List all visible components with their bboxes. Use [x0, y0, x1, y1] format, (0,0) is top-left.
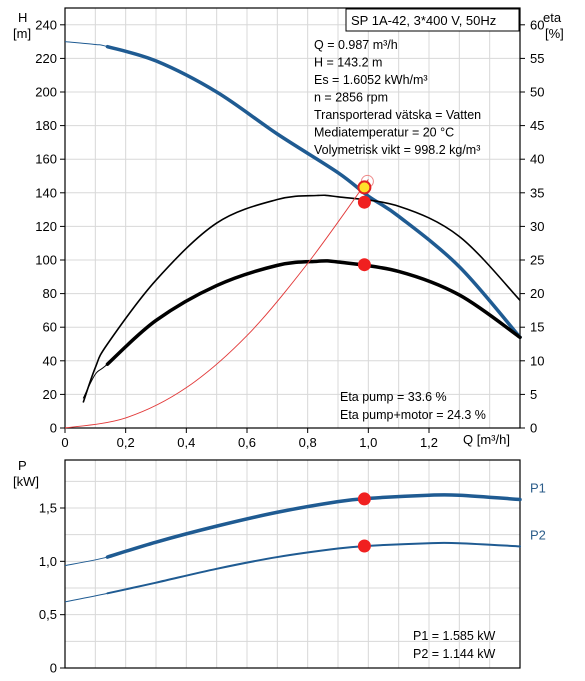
top-points: [357, 174, 374, 272]
top-series: [64, 41, 522, 429]
top-x-tick-label: 0: [61, 435, 68, 450]
top-info-block: Q = 0.987 m³/h H = 143.2 m Es = 1.6052 kWh…: [314, 38, 481, 157]
p2-curve-full: [64, 542, 521, 603]
title-box: [345, 8, 520, 32]
top-y-tick-label: 140: [35, 185, 57, 200]
top-x-tick-label: 0,4: [177, 435, 195, 450]
info-line: Transporterad vätska = Vatten: [314, 108, 481, 122]
eta-info-line: Eta pump = 33.6 %: [340, 390, 447, 404]
chart-title: SP 1A-42, 3*400 V, 50Hz: [351, 13, 496, 28]
top-y-tick-label: 0: [50, 421, 57, 436]
top-y-axis-unit: [m]: [13, 26, 31, 41]
top-y2-tick-label: 30: [530, 219, 544, 234]
top-x-tick-label: 1,0: [359, 435, 377, 450]
top-y-tick-label: 180: [35, 118, 57, 133]
top-x-tick-label: 1,2: [420, 435, 438, 450]
eta-info-block: Eta pump = 33.6 % Eta pump+motor = 24.3 %: [340, 390, 486, 422]
top-y2-axis-label: eta: [543, 10, 562, 25]
eta-info-line: Eta pump+motor = 24.3 %: [340, 408, 486, 422]
bottom-plot-frame: [64, 459, 521, 669]
top-grid: [65, 8, 520, 428]
bottom-y-tick-label: 0: [50, 661, 57, 676]
eta-pump-motor-curve-full: [82, 260, 521, 399]
top-x-tick-label: 0,2: [117, 435, 135, 450]
p1-point-marker: [357, 492, 371, 506]
info-line: n = 2856 rpm: [314, 91, 388, 105]
top-y2-tick-label: 35: [530, 185, 544, 200]
top-y2-tick-label: 5: [530, 387, 537, 402]
bottom-y-tick-label: 0,5: [39, 607, 57, 622]
bottom-y-axis-label: P: [18, 458, 27, 473]
power-info-line: P2 = 1.144 kW: [413, 647, 496, 661]
top-x-tick-label: 0,8: [299, 435, 317, 450]
eta-pump-point-marker: [357, 195, 371, 209]
duty-point-head-marker: [357, 180, 372, 195]
top-y2-tick-label: 10: [530, 353, 544, 368]
top-y-tick-label: 80: [43, 286, 57, 301]
bottom-y-tick-label: 1,0: [39, 554, 57, 569]
top-y2-tick-label: 45: [530, 118, 544, 133]
top-y-tick-label: 60: [43, 320, 57, 335]
bottom-ticks: 0 0,5 1,0 1,5: [39, 501, 65, 676]
top-plot-frame: [64, 7, 521, 429]
info-line: Volymetrisk vikt = 998.2 kg/m³: [314, 143, 480, 157]
top-y2-axis-unit: [%]: [545, 26, 564, 41]
bottom-series: [64, 492, 522, 603]
top-y2-tick-label: 60: [530, 17, 544, 32]
bottom-y-axis-unit: [kW]: [13, 474, 39, 489]
bottom-points: [357, 492, 371, 553]
top-y-tick-label: 240: [35, 17, 57, 32]
top-y2-tick-label: 40: [530, 152, 544, 167]
p2-series-label: P2: [530, 527, 546, 542]
head-curve-operating: [105, 44, 522, 340]
top-y2-tick-label: 15: [530, 320, 544, 335]
bottom-info-block: P1 = 1.585 kW P2 = 1.144 kW: [413, 629, 496, 661]
eta-pump-curve: [82, 194, 521, 403]
info-line: Mediatemperatur = 20 °C: [314, 126, 454, 140]
p1-curve: [105, 492, 522, 559]
top-y-tick-label: 200: [35, 85, 57, 100]
top-y-tick-label: 120: [35, 219, 57, 234]
top-y-tick-label: 160: [35, 152, 57, 167]
p2-curve: [106, 541, 521, 595]
top-y2-tick-label: 0: [530, 421, 537, 436]
bottom-series-labels: P1 P2: [530, 480, 546, 542]
bottom-y-tick-label: 1,5: [39, 501, 57, 516]
system-curve: [64, 179, 369, 429]
top-x-axis-label: Q [m³/h]: [463, 432, 510, 447]
top-x-tick-label: 0,6: [238, 435, 256, 450]
top-ticks: 0 0,2 0,4 0,6 0,8 1,0 1,2020406080100120140160…: [35, 17, 544, 450]
p1-series-label: P1: [530, 480, 546, 495]
top-y-tick-label: 40: [43, 353, 57, 368]
info-line: H = 143.2 m: [314, 56, 382, 70]
top-y-tick-label: 100: [35, 253, 57, 268]
power-info-line: P1 = 1.585 kW: [413, 629, 496, 643]
eta-pump-motor-point-marker: [357, 258, 371, 272]
top-y-tick-label: 220: [35, 51, 57, 66]
top-y2-tick-label: 20: [530, 286, 544, 301]
top-y-tick-label: 20: [43, 387, 57, 402]
top-y2-tick-label: 50: [530, 85, 544, 100]
eta-pump-motor-curve: [105, 259, 522, 366]
info-line: Q = 0.987 m³/h: [314, 38, 398, 52]
top-y-axis-label: H: [18, 10, 27, 25]
p2-point-marker: [357, 539, 371, 553]
top-y2-tick-label: 55: [530, 51, 544, 66]
info-line: Es = 1.6052 kWh/m³: [314, 73, 428, 87]
bottom-grid: [65, 460, 520, 668]
top-y2-tick-label: 25: [530, 253, 544, 268]
